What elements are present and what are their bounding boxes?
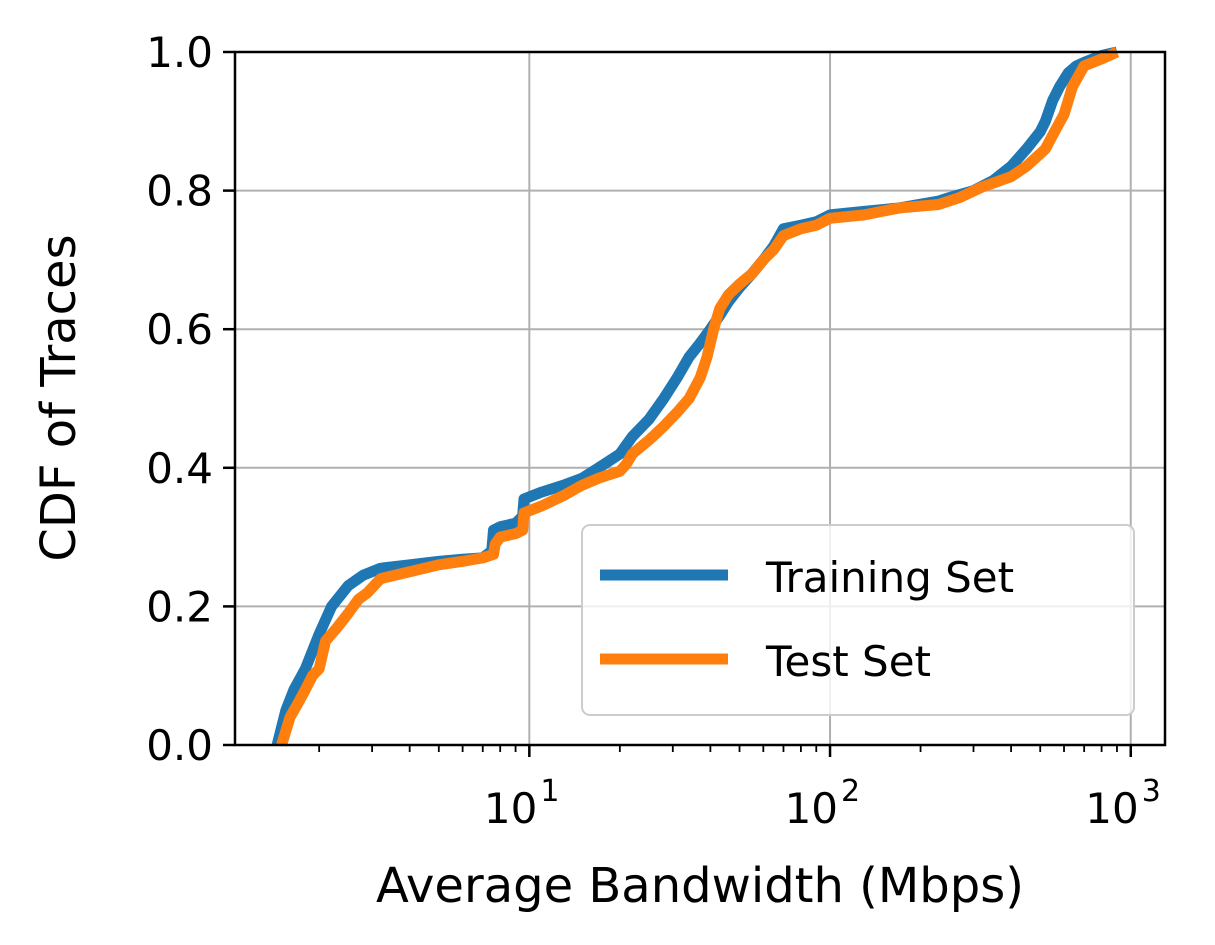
x-tick-exponent: 1 (540, 774, 559, 809)
series-line-test (276, 46, 1120, 747)
x-tick-base: 10 (785, 784, 838, 833)
y-tick-label: 0.0 (146, 721, 213, 770)
legend-label-test: Test Set (765, 637, 931, 686)
x-tick-label: 10 1 (484, 774, 560, 833)
x-axis-title: Average Bandwidth (Mbps) (376, 858, 1024, 914)
plot-frame (233, 50, 1167, 747)
y-tick-label: 1.0 (146, 28, 213, 77)
x-tick-base: 10 (1085, 784, 1138, 833)
axis-ticks: 0.00.20.40.60.81.010 1 10 2 10 3 (146, 28, 1161, 833)
y-tick-label: 0.6 (146, 305, 213, 354)
x-tick-base: 10 (484, 784, 537, 833)
y-tick-label: 0.4 (146, 444, 213, 493)
x-tick-label: 10 3 (1085, 774, 1161, 833)
x-tick-exponent: 3 (1142, 774, 1161, 809)
legend-label-training: Training Set (765, 553, 1014, 602)
y-tick-label: 0.8 (146, 167, 213, 216)
series-lines (271, 46, 1120, 747)
x-tick-exponent: 2 (841, 774, 860, 809)
y-axis-title: CDF of Traces (31, 234, 87, 561)
legend: Training Set Test Set (581, 524, 1135, 716)
y-tick-label: 0.2 (146, 582, 213, 631)
x-tick-label: 10 2 (785, 774, 861, 833)
